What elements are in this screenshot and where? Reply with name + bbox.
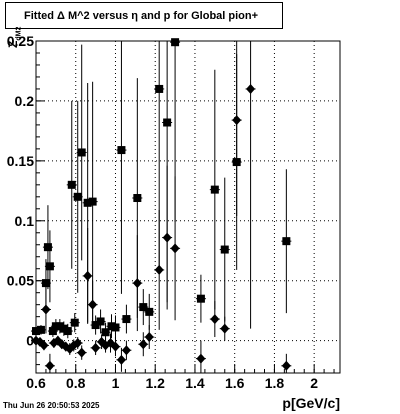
square-marker (111, 323, 120, 332)
square-marker (41, 279, 50, 288)
square-marker (282, 237, 291, 246)
square-marker (210, 185, 219, 194)
diamond-marker (162, 232, 172, 243)
y-tick-label: 0.05 (7, 273, 34, 289)
square-marker (91, 321, 100, 330)
diamond-marker (88, 299, 98, 310)
square-marker (77, 148, 86, 157)
square-marker (70, 318, 79, 327)
x-tick-label: 0.6 (26, 375, 46, 391)
square-marker (133, 194, 142, 203)
diamond-marker (83, 270, 93, 281)
diamond-marker (116, 354, 126, 365)
diamond-marker (144, 332, 154, 343)
diamond-marker (232, 115, 242, 126)
y-tick-label: 0.25 (7, 33, 34, 49)
square-marker (122, 315, 131, 324)
y-axis-title: ZdM2 (6, 26, 23, 48)
x-tick-label: 1.6 (225, 375, 245, 391)
diamond-marker (73, 338, 83, 349)
y-tick-label: 0.15 (7, 153, 34, 169)
data-markers (31, 38, 291, 371)
x-tick-label: 1.4 (185, 375, 205, 391)
square-marker (220, 245, 229, 254)
square-marker (101, 328, 110, 337)
square-marker (145, 307, 154, 316)
y-tick-label: 0.2 (15, 93, 35, 109)
square-marker (196, 294, 205, 303)
diamond-marker (220, 323, 230, 334)
diamond-marker (210, 314, 220, 325)
diamond-marker (121, 345, 131, 356)
square-marker (67, 180, 76, 189)
square-marker (117, 146, 126, 155)
square-marker (73, 192, 82, 201)
diamond-marker (246, 83, 256, 94)
x-tick-label: 1 (112, 375, 120, 391)
square-marker (43, 243, 52, 252)
diamond-marker (45, 360, 55, 371)
x-tick-label: 1.2 (145, 375, 165, 391)
square-marker (48, 327, 57, 336)
square-marker (45, 262, 54, 271)
square-marker (96, 317, 105, 326)
x-tick-label: 0.8 (66, 375, 86, 391)
x-tick-label: 1.8 (265, 375, 285, 391)
chart-title: Fitted Δ M^2 versus η and p for Global p… (5, 2, 283, 29)
diamond-marker (154, 264, 164, 275)
diamond-marker (281, 360, 291, 371)
square-marker (63, 327, 72, 336)
diamond-marker (196, 353, 206, 364)
square-marker (36, 325, 45, 334)
x-axis-title: p[GeV/c] (282, 395, 340, 411)
diamond-marker (132, 278, 142, 289)
axis-ticks (35, 40, 335, 373)
square-marker (88, 197, 97, 206)
square-marker (139, 303, 148, 312)
square-marker (32, 327, 40, 336)
square-marker (83, 198, 92, 207)
tick-labels: 0.6 0.8 1 1.2 1.4 1.6 1.8 2 0 0.05 0.1 0.15 0.2 0.25 (7, 33, 319, 391)
diamond-marker (170, 243, 180, 254)
diamond-marker (77, 347, 87, 358)
square-marker (163, 118, 172, 127)
diamond-marker (39, 340, 49, 351)
y-tick-label: 0.1 (15, 213, 35, 229)
timestamp: Thu Jun 26 20:50:53 2025 (3, 401, 100, 410)
square-marker (171, 38, 180, 47)
diamond-marker (41, 304, 51, 315)
x-tick-label: 2 (310, 375, 318, 391)
square-marker (232, 158, 241, 167)
diamond-marker (138, 339, 148, 350)
square-marker (155, 84, 164, 93)
diamond-marker (91, 342, 101, 353)
diamond-marker (110, 341, 120, 352)
y-tick-label: 0 (26, 333, 34, 349)
